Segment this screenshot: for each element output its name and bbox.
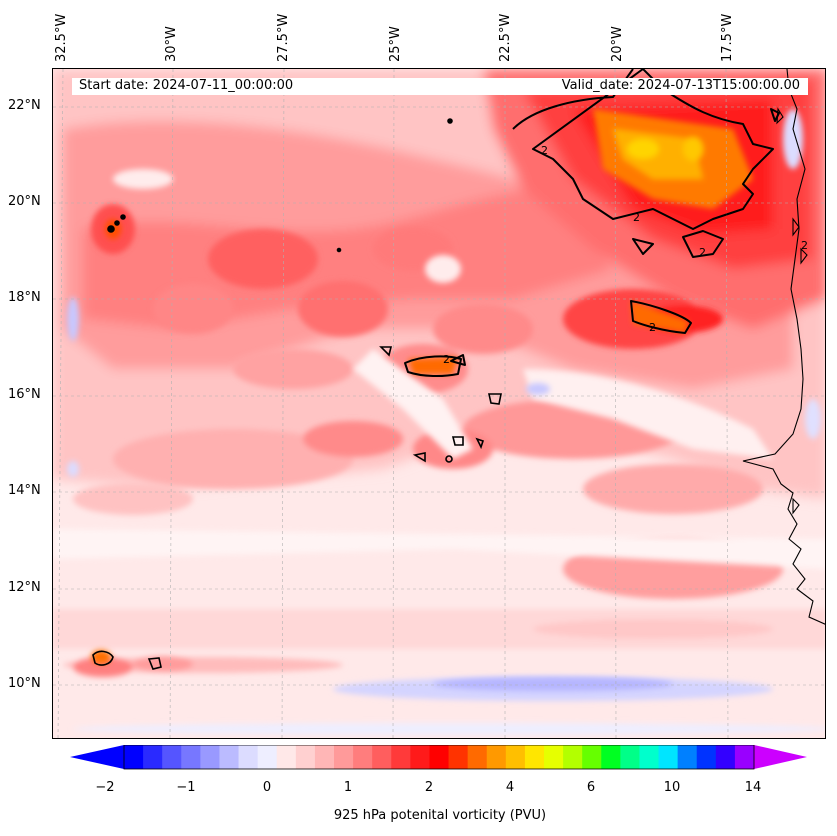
colorbar-swatch [582, 745, 602, 769]
graticule [53, 69, 825, 738]
colorbar-swatch [505, 745, 526, 769]
contour-labels: 2 2 2 2 2 2 [443, 144, 808, 366]
colorbar-tick-label: 1 [343, 780, 353, 795]
field-maxima [91, 109, 753, 664]
colorbar-swatches [124, 745, 755, 769]
lon-label-25w: 25°W [388, 26, 403, 62]
colorbar-frame [123, 745, 755, 770]
lat-label-14n: 14°N [8, 483, 41, 498]
lon-label-17-5w: 17.5°W [720, 13, 735, 62]
field-negative [67, 109, 821, 691]
colorbar-swatch [467, 745, 488, 769]
colorbar-swatch [257, 745, 278, 769]
colorbar-swatch [372, 745, 392, 769]
lat-label-18n: 18°N [8, 290, 41, 305]
colorbar-swatch [696, 745, 717, 769]
contour-label: 2 [443, 353, 450, 366]
lat-label-16n: 16°N [8, 387, 41, 402]
lat-label-12n: 12°N [8, 580, 41, 595]
colorbar-tick-label: 6 [586, 780, 596, 795]
colorbar-extend-high [754, 745, 807, 769]
colorbar-swatch [677, 745, 698, 769]
colorbar-tick-label: 10 [663, 780, 681, 795]
colorbar-swatch [391, 745, 411, 769]
colorbar-tick-label: 14 [744, 780, 762, 795]
coastline [742, 69, 825, 625]
colorbar [70, 745, 807, 770]
colorbar-swatch [314, 745, 335, 769]
colorbar-swatch [124, 745, 144, 769]
colorbar-swatch [143, 745, 163, 769]
colorbar-extend-low [70, 745, 124, 769]
lon-label-22-5w: 22.5°W [498, 13, 513, 62]
colorbar-swatch [563, 745, 583, 769]
colorbar-swatch [601, 745, 621, 769]
pv-contours [404, 69, 780, 378]
colorbar-swatch [486, 745, 507, 769]
colorbar-tick-label: −2 [95, 780, 115, 795]
colorbar-tick-label: 2 [424, 780, 434, 795]
colorbar-swatch [658, 745, 679, 769]
field-pale-bands [53, 169, 825, 569]
pv-field: 2 2 2 2 2 2 [53, 69, 825, 738]
colorbar-swatch [429, 745, 450, 769]
contour-label: 2 [801, 239, 808, 252]
colorbar-tick-label: 0 [262, 780, 272, 795]
colorbar-swatch [448, 745, 469, 769]
colorbar-swatch [410, 745, 431, 769]
contour-label: 2 [699, 246, 706, 259]
colorbar-swatch [200, 745, 221, 769]
valid-date-label: Valid_date: 2024-07-13T15:00:00.00 [561, 78, 800, 93]
colorbar-swatch [544, 745, 564, 769]
colorbar-tick-label: −1 [176, 780, 196, 795]
contour-label: 2 [633, 211, 640, 224]
colorbar-swatch [715, 745, 736, 769]
colorbar-swatch [620, 745, 641, 769]
colorbar-swatch [219, 745, 240, 769]
pv-map: 2 2 2 2 2 2 [52, 68, 826, 739]
lon-label-32-5w: 32.5°W [54, 13, 69, 62]
colorbar-swatch [181, 745, 201, 769]
small-contours [92, 118, 502, 670]
lon-label-20w: 20°W [610, 26, 625, 62]
colorbar-swatch [162, 745, 182, 769]
colorbar-swatch [639, 745, 660, 769]
colorbar-title: 925 hPa potenital vorticity (PVU) [333, 808, 547, 823]
colorbar-swatch [295, 745, 316, 769]
contour-label: 2 [649, 321, 656, 334]
colorbar-swatch [334, 745, 354, 769]
colorbar-swatch [238, 745, 259, 769]
colorbar-swatch [524, 745, 545, 769]
colorbar-swatch [276, 745, 297, 769]
colorbar-swatch [734, 745, 755, 769]
colorbar-swatch [353, 745, 373, 769]
lat-label-20n: 20°N [8, 194, 41, 209]
info-bar [72, 78, 808, 95]
colorbar-tick-label: 4 [505, 780, 515, 795]
start-date-label: Start date: 2024-07-11_00:00:00 [79, 78, 294, 93]
lat-label-10n: 10°N [8, 676, 41, 691]
lon-label-30w: 30°W [164, 26, 179, 62]
contour-label: 2 [541, 144, 548, 157]
lon-label-27-5w: 27.5°W [276, 13, 291, 62]
lat-label-22n: 22°N [8, 98, 41, 113]
